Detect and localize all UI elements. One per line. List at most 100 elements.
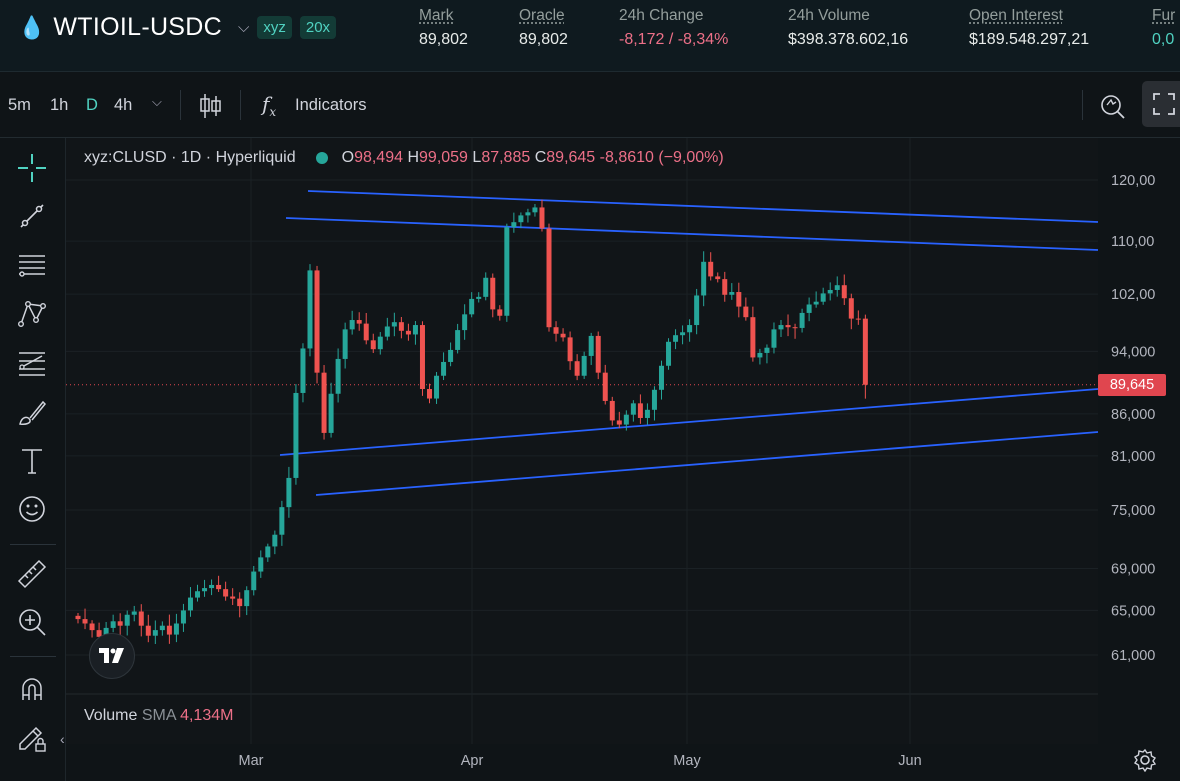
legend-open-label: O <box>341 149 355 166</box>
stat-label[interactable]: Open Interest <box>969 7 1063 24</box>
candle-body <box>560 333 566 338</box>
divider <box>1082 90 1083 120</box>
candle-body <box>736 292 742 307</box>
candle-body <box>666 341 672 366</box>
candle-body <box>159 625 165 631</box>
divider <box>240 90 241 120</box>
pencil-lock-icon <box>19 726 46 752</box>
trendline-tool[interactable] <box>14 198 50 234</box>
candle-body <box>588 335 594 356</box>
stat-mark: Mark 89,802 <box>419 7 468 49</box>
horizontal-lines-tool[interactable] <box>14 247 50 283</box>
candle-body <box>427 389 432 399</box>
brush-icon <box>19 400 47 425</box>
stat-24h-change: 24h Change -8,172 / -8,34% <box>619 7 728 49</box>
pattern-tool[interactable] <box>14 296 50 332</box>
fullscreen-button[interactable] <box>1142 81 1180 127</box>
candle-body <box>279 507 285 535</box>
crosshair-tool[interactable] <box>14 150 50 186</box>
candle-body <box>173 623 179 635</box>
magnet-tool[interactable] <box>14 671 50 707</box>
pattern-icon <box>18 301 47 328</box>
collapse-chevron-icon[interactable]: ‹ <box>60 731 65 747</box>
indicators-button[interactable]: Indicators <box>295 96 367 114</box>
timeframe-4h[interactable]: 4h <box>114 96 133 114</box>
measure-tool[interactable] <box>14 556 50 592</box>
candle-body <box>110 621 116 628</box>
chart-legend: xyz:CLUSD · 1D · Hyperliquid O98,494 H99… <box>84 149 724 167</box>
chevron-down-icon[interactable]: ⌵ <box>237 19 250 36</box>
candle-body <box>855 318 861 320</box>
pair-name: WTIOIL-USDC <box>53 13 222 41</box>
stat-oracle: Oracle 89,802 <box>519 7 568 49</box>
timeframe-5m[interactable]: 5m <box>8 96 31 114</box>
candle-body <box>89 623 95 631</box>
timeframe-d[interactable]: D <box>86 96 98 114</box>
candle-body <box>497 309 503 316</box>
candle-body <box>448 349 454 362</box>
price-tick: 120,00 <box>1111 173 1155 189</box>
stat-value: 89,802 <box>519 31 568 48</box>
crosshair-icon <box>18 154 46 182</box>
legend-symbol[interactable]: xyz:CLUSD · 1D · Hyperliquid <box>84 149 296 166</box>
candle-body <box>434 375 440 399</box>
candle-body <box>792 327 798 329</box>
stat-label[interactable]: Oracle <box>519 7 565 24</box>
pair-selector[interactable]: 💧 WTIOIL-USDC ⌵ xyz 20x <box>18 13 337 42</box>
candle-body <box>363 323 369 341</box>
oil-drop-icon: 💧 <box>18 14 46 40</box>
fullscreen-icon <box>1153 93 1175 115</box>
candle-body <box>525 212 531 216</box>
stat-label[interactable]: Mark <box>419 7 454 24</box>
candle-body <box>504 227 510 316</box>
candle-body <box>658 365 664 390</box>
price-tick: 69,000 <box>1111 561 1155 577</box>
time-tick: Apr <box>461 753 484 769</box>
forecast-icon <box>19 352 45 376</box>
candle-body <box>623 414 629 425</box>
legend-ohlc: O98,494 H99,059 L87,885 C89,645 -8,8610 … <box>342 149 724 167</box>
function-icon[interactable]: fx <box>262 92 277 119</box>
timeframe-1h[interactable]: 1h <box>50 96 69 114</box>
candle-body <box>694 295 700 326</box>
time-tick: Jun <box>898 753 921 769</box>
text-icon <box>22 449 42 474</box>
candles-icon[interactable] <box>198 92 222 120</box>
stat-label[interactable]: Fur <box>1152 7 1176 24</box>
candle-body <box>82 619 88 624</box>
settings-gear-icon[interactable] <box>1133 748 1157 772</box>
magnet-icon <box>22 678 42 700</box>
stat-label: 24h Change <box>619 7 704 24</box>
screenshot-icon[interactable] <box>1098 90 1128 120</box>
candle-body <box>335 358 341 394</box>
emoji-tool[interactable] <box>14 491 50 527</box>
dex-badge: xyz <box>257 16 292 39</box>
candle-body <box>328 393 334 433</box>
candle-body <box>687 325 693 333</box>
last-price-tag: 89,645 <box>1098 374 1166 396</box>
stat-value: -8,172 / -8,34% <box>619 31 729 48</box>
candle-body <box>103 627 109 637</box>
volume-legend[interactable]: Volume SMA 4,134M <box>84 707 233 725</box>
zoom-tool[interactable] <box>14 604 50 640</box>
volume-label: Volume <box>84 707 138 724</box>
leverage-badge[interactable]: 20x <box>299 16 337 39</box>
trendline <box>279 388 1099 456</box>
time-tick: May <box>673 753 701 769</box>
forecast-tool[interactable] <box>14 345 50 381</box>
stat-value: 0,0 <box>1152 31 1175 48</box>
candle-body <box>455 330 461 350</box>
text-tool[interactable] <box>14 443 50 479</box>
tradingview-logo[interactable] <box>89 633 135 679</box>
candle-body <box>771 329 777 348</box>
price-tick: 86,000 <box>1111 407 1155 423</box>
timeframe-dropdown-icon[interactable]: ⌵ <box>152 94 162 109</box>
candle-body <box>518 215 524 223</box>
lock-drawings-tool[interactable] <box>14 720 50 756</box>
legend-close: 89,645 <box>546 149 596 166</box>
candle-body <box>124 614 130 626</box>
candle-body <box>757 352 763 358</box>
brush-tool[interactable] <box>14 394 50 430</box>
candle-body <box>813 301 819 305</box>
